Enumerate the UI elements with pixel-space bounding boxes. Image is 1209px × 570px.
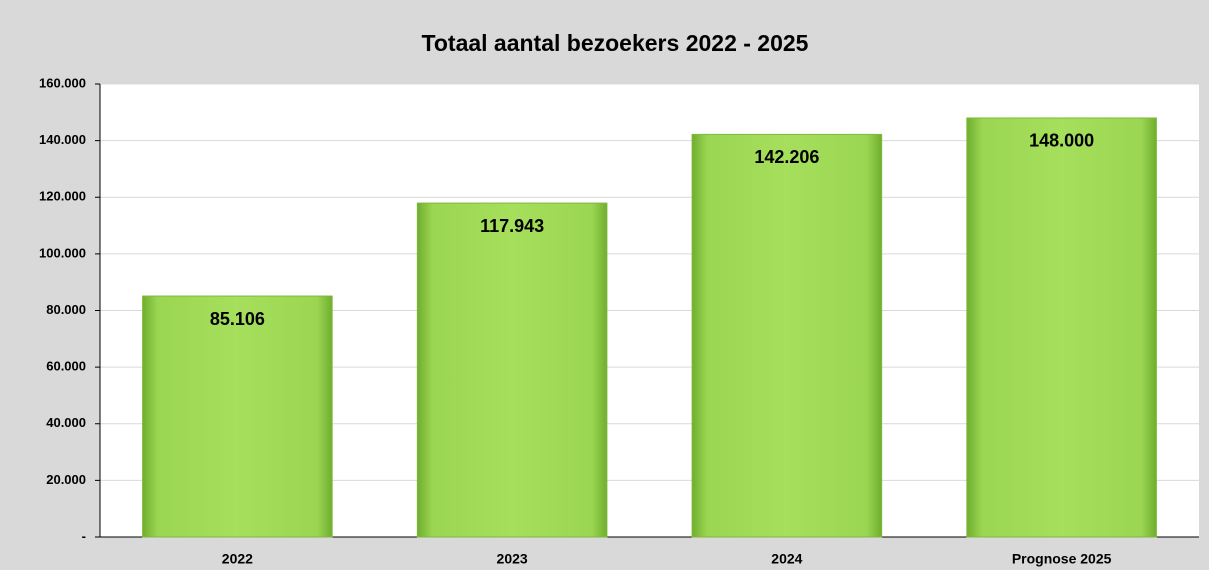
y-tick-label: 20.000 <box>46 472 86 487</box>
y-tick-label: - <box>82 528 86 543</box>
y-tick-label: 100.000 <box>39 245 86 260</box>
chart-title: Totaal aantal bezoekers 2022 - 2025 <box>422 30 809 56</box>
data-label: 117.943 <box>480 216 544 236</box>
data-label: 85.106 <box>210 309 265 329</box>
x-tick-label: 2022 <box>222 551 253 567</box>
data-label: 148.000 <box>1029 131 1094 151</box>
x-tick-label: Prognose 2025 <box>1012 551 1112 567</box>
data-label: 142.206 <box>754 147 819 167</box>
x-tick-label: 2023 <box>497 551 528 567</box>
bar <box>691 133 883 538</box>
y-tick-label: 40.000 <box>46 415 86 430</box>
bar <box>966 117 1157 538</box>
bar <box>416 202 608 538</box>
y-tick-label: 140.000 <box>39 132 86 147</box>
y-tick-label: 160.000 <box>39 75 86 90</box>
y-tick-label: 120.000 <box>39 189 86 204</box>
y-tick-label: 60.000 <box>46 359 86 374</box>
bar <box>142 295 333 538</box>
x-tick-label: 2024 <box>771 551 802 567</box>
y-tick-label: 80.000 <box>46 302 86 317</box>
